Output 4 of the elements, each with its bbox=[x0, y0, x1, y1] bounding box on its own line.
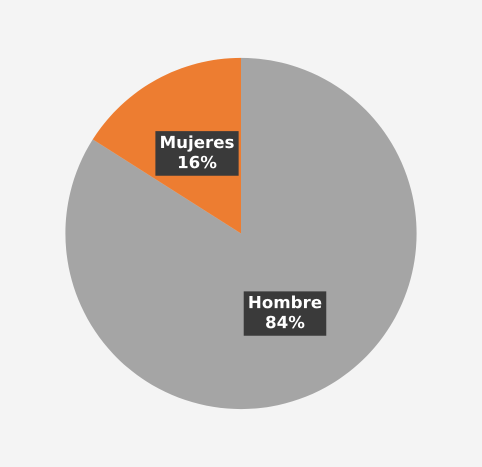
data-label: 84% bbox=[266, 316, 304, 328]
data-label: 16% bbox=[178, 156, 216, 168]
slice-label: Hombre bbox=[249, 295, 322, 308]
slice-label: Mujeres bbox=[161, 135, 234, 152]
